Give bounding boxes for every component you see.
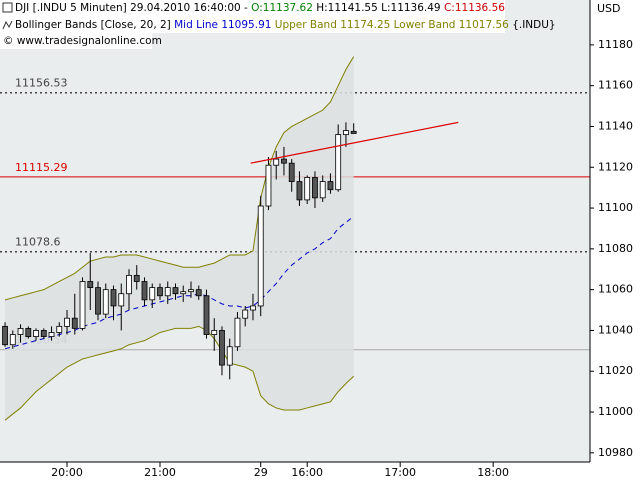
header-bg — [0, 33, 152, 49]
candle-body — [2, 325, 8, 346]
candle-body — [17, 327, 24, 335]
source: {.INDU} — [512, 19, 555, 31]
x-tick-label: 21:00 — [144, 466, 176, 479]
candle-body — [25, 327, 32, 337]
symbol: DJI [.INDU 5 Minuten] 29.04.2010 16:40:0… — [15, 2, 248, 14]
candle-body — [296, 181, 303, 201]
level-label: 11156.53 — [15, 77, 68, 90]
y-tick-label: 11140 — [598, 119, 633, 132]
header-bg — [0, 16, 505, 33]
candle-body — [265, 164, 272, 207]
candle-body — [95, 287, 101, 315]
y-tick-label: 10980 — [598, 446, 633, 459]
candle-body — [40, 330, 47, 337]
x-tick-label: 29 — [254, 466, 268, 479]
candle-body — [327, 181, 334, 191]
indicator-line: Bollinger Bands [Close, 20, 2] Mid Line … — [15, 19, 556, 31]
trendline — [250, 121, 459, 164]
candle-body — [133, 274, 140, 282]
candle-body — [234, 317, 241, 348]
indicator-name: Bollinger Bands [Close, 20, 2] — [15, 19, 171, 31]
mid-line-label: Mid Line 11095.91 — [174, 19, 271, 31]
candle-body — [79, 281, 86, 329]
y-tick-label: 11000 — [598, 405, 633, 418]
y-tick-label: 11180 — [598, 38, 633, 51]
candle-body — [203, 295, 210, 335]
candle-body — [350, 130, 357, 134]
y-tick-label: 11120 — [598, 160, 633, 173]
candle-body — [242, 309, 249, 319]
candle-body — [304, 177, 311, 201]
candle-body — [126, 274, 132, 295]
candle-body — [226, 346, 233, 366]
y-tick-label: 11100 — [598, 201, 633, 214]
y-tick-label: 11060 — [598, 283, 633, 296]
y-tick-label: 11040 — [598, 323, 633, 336]
candle-body — [110, 289, 117, 307]
x-tick-label: 16:00 — [291, 466, 323, 479]
marks-layer — [2, 121, 459, 380]
candle-body — [48, 332, 55, 337]
x-tick-label: 20:00 — [51, 466, 83, 479]
level-label: 11115.29 — [15, 161, 68, 174]
bands-label: Upper Band 11174.25 Lower Band 11017.56 — [275, 19, 509, 31]
y-tick-label: 11020 — [598, 364, 633, 377]
x-tick-label: 17:00 — [384, 466, 416, 479]
candle-body — [273, 158, 280, 166]
candle-body — [172, 287, 179, 295]
candle-body — [149, 287, 156, 301]
candle-body — [312, 177, 318, 199]
candle-body — [102, 289, 109, 315]
candle-body — [180, 291, 187, 295]
close: C:11136.56 — [444, 2, 505, 14]
candle-body — [219, 330, 225, 366]
open: O:11137.62 — [251, 2, 313, 14]
indicator-icon — [2, 20, 13, 30]
candle-body — [257, 205, 264, 307]
level-label: 11078.6 — [15, 236, 61, 249]
axes-layer: 10980 11000 11020 11040 11060 11080 11100 11120… — [51, 38, 633, 479]
candle-body — [141, 281, 148, 301]
high: H:11141.55 — [316, 2, 378, 14]
candle-body — [87, 281, 94, 289]
header-line: DJI [.INDU 5 Minuten] 29.04.2010 16:40:0… — [15, 2, 505, 14]
candle-body — [195, 289, 202, 297]
candle-body — [118, 293, 125, 307]
y-tick-label: 11080 — [598, 242, 633, 255]
candle-body — [211, 330, 218, 335]
symbol-icon — [2, 2, 13, 13]
candle-body — [288, 162, 295, 182]
low: L:11136.49 — [381, 2, 441, 14]
candle-body — [157, 287, 163, 297]
candle-body — [319, 181, 326, 199]
candle-body — [56, 325, 63, 333]
band-layer — [4, 56, 355, 421]
candle-body — [9, 334, 16, 346]
band-fill — [5, 56, 354, 421]
candle-body — [33, 330, 39, 337]
copyright: © www.tradesignalonline.com — [3, 35, 162, 47]
header-bg — [0, 0, 505, 16]
candle-body — [188, 289, 194, 293]
x-tick-label: 18:00 — [477, 466, 509, 479]
candle-body — [343, 130, 349, 136]
mid-line — [4, 215, 354, 350]
candle-body — [335, 134, 342, 191]
y-tick-label: 11160 — [598, 79, 633, 92]
band-line — [4, 56, 355, 301]
candle-body — [71, 317, 78, 329]
candle-body — [64, 317, 70, 327]
candle-body — [164, 287, 171, 297]
candle-body — [250, 305, 256, 311]
candle-body — [281, 158, 287, 164]
currency: USD — [597, 2, 621, 15]
band-line — [4, 325, 355, 421]
